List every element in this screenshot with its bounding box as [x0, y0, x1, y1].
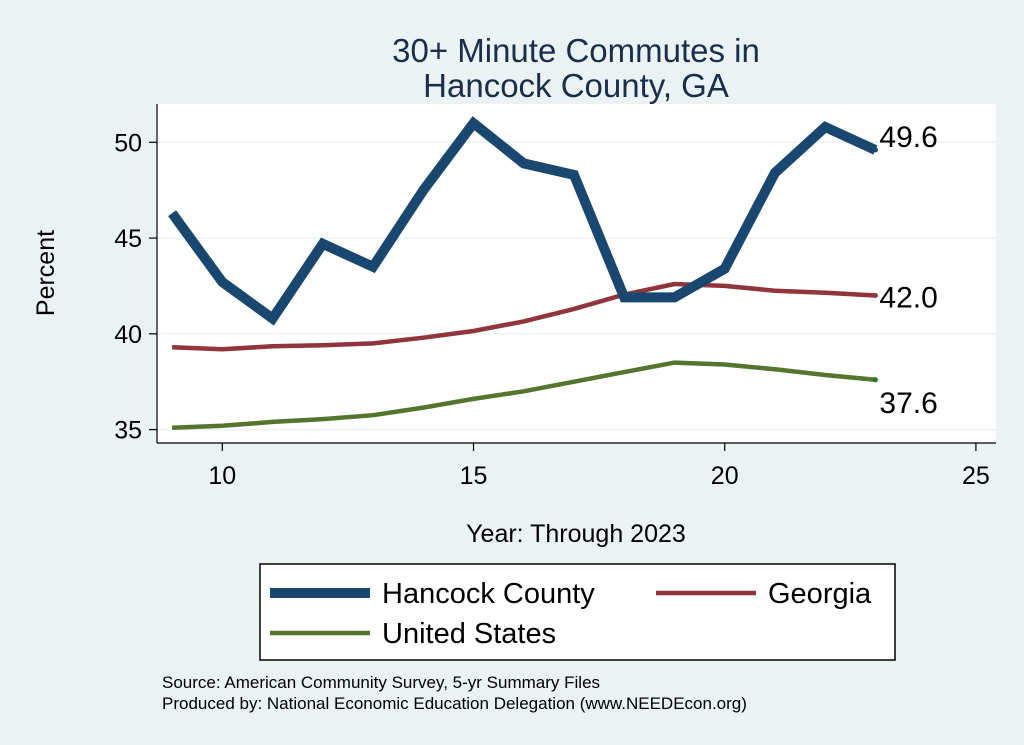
- legend-label: Georgia: [768, 578, 872, 610]
- series-end-marker: [872, 147, 878, 153]
- y-tick-label: 35: [114, 417, 142, 445]
- end-value-label: 49.6: [879, 121, 937, 154]
- legend-label: United States: [382, 618, 556, 650]
- series-lines: [168, 116, 878, 430]
- x-tick-label: 25: [962, 462, 990, 490]
- series-end-marker: [872, 293, 878, 299]
- chart-title: 30+ Minute Commutes in Hancock County, G…: [392, 32, 760, 104]
- series-line-united-states: [172, 360, 876, 430]
- y-tick-label: 50: [114, 129, 142, 157]
- legend-box: [259, 563, 896, 661]
- axes: 35 40 45 50 10 15 20 25: [114, 104, 996, 490]
- source-note-2: Produced by: National Economic Education…: [162, 694, 747, 713]
- x-tick-label: 10: [208, 462, 236, 490]
- end-labels: 49.6 42.0 37.6: [879, 121, 937, 420]
- legend: Hancock County Georgia United States: [259, 563, 896, 661]
- end-value-label: 37.6: [879, 387, 937, 420]
- plot-area: [157, 104, 996, 443]
- x-tick-label: 20: [711, 462, 739, 490]
- chart-title-line-2: Hancock County, GA: [423, 67, 729, 104]
- series-line-georgia: [172, 281, 876, 352]
- legend-label: Hancock County: [382, 578, 595, 610]
- x-axis-label: Year: Through 2023: [466, 520, 686, 548]
- chart-title-line-1: 30+ Minute Commutes in: [392, 32, 760, 69]
- end-value-label: 42.0: [879, 282, 937, 315]
- series-end-marker: [872, 377, 878, 383]
- y-tick-label: 40: [114, 321, 142, 349]
- source-notes: Source: American Community Survey, 5-yr …: [162, 673, 747, 713]
- series-line-hancock-county: [168, 116, 878, 326]
- y-axis-label: Percent: [32, 230, 60, 316]
- source-note-1: Source: American Community Survey, 5-yr …: [162, 673, 600, 692]
- x-tick-label: 15: [460, 462, 488, 490]
- y-tick-label: 45: [114, 225, 142, 253]
